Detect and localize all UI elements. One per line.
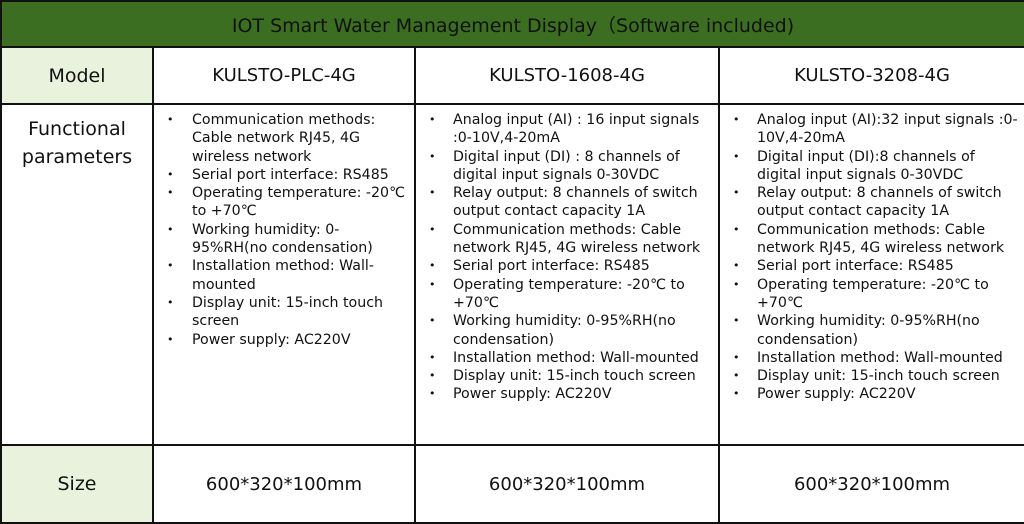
param-item: Serial port interface: RS485 — [154, 166, 410, 185]
param-item: Serial port interface: RS485 — [720, 257, 1020, 276]
param-item: Serial port interface: RS485 — [416, 257, 714, 276]
param-item: Relay output: 8 channels of switch outpu… — [720, 184, 1020, 221]
title-row: IOT Smart Water Management Display（Softw… — [0, 0, 1024, 48]
param-item: Installation method: Wall-mounted — [154, 257, 410, 294]
param-item: Operating temperature: -20℃ to +70℃ — [154, 184, 410, 221]
param-item: Digital input (DI) : 8 channels of digit… — [416, 148, 714, 185]
param-item: Display unit: 15-inch touch screen — [154, 294, 410, 331]
size-row: Size 600*320*100mm 600*320*100mm 600*320… — [0, 444, 1024, 524]
params-cell-3: Analog input (AI):32 input signals :0-10… — [717, 103, 1024, 446]
params-cell-2: Analog input (AI) : 16 input signals :0-… — [414, 103, 720, 446]
param-item: Installation method: Wall-mounted — [720, 349, 1020, 368]
param-item: Power supply: AC220V — [154, 331, 410, 350]
param-item: Display unit: 15-inch touch screen — [416, 367, 714, 386]
functional-label-line2: parameters — [21, 146, 133, 168]
param-item: Installation method: Wall-mounted — [416, 349, 714, 368]
size-label: Size — [0, 444, 154, 524]
params-list-1: Communication methods: Cable network RJ4… — [154, 105, 414, 349]
model-name-2: KULSTO-1608-4G — [414, 46, 720, 105]
param-item: Communication methods: Cable network RJ4… — [720, 221, 1020, 258]
param-item: Analog input (AI) : 16 input signals :0-… — [416, 111, 714, 148]
param-item: Operating temperature: -20℃ to +70℃ — [720, 276, 1020, 313]
param-item: Relay output: 8 channels of switch outpu… — [416, 184, 714, 221]
functional-label: Functional parameters — [0, 103, 154, 446]
param-item: Communication methods: Cable network RJ4… — [416, 221, 714, 258]
params-list-3: Analog input (AI):32 input signals :0-10… — [720, 105, 1024, 404]
size-value-3: 600*320*100mm — [717, 444, 1024, 524]
functional-row: Functional parameters Communication meth… — [0, 103, 1024, 446]
param-item: Power supply: AC220V — [416, 385, 714, 404]
param-item: Working humidity: 0-95%RH(no condensatio… — [154, 221, 410, 258]
param-item: Working humidity: 0-95%RH(no condensatio… — [720, 312, 1020, 349]
params-cell-1: Communication methods: Cable network RJ4… — [152, 103, 416, 446]
functional-label-line1: Functional — [28, 118, 126, 140]
param-item: Power supply: AC220V — [720, 385, 1020, 404]
model-name-1: KULSTO-PLC-4G — [152, 46, 416, 105]
model-row: Model KULSTO-PLC-4G KULSTO-1608-4G KULST… — [0, 46, 1024, 105]
param-item: Communication methods: Cable network RJ4… — [154, 111, 410, 166]
param-item: Analog input (AI):32 input signals :0-10… — [720, 111, 1020, 148]
model-label: Model — [0, 46, 154, 105]
model-name-3: KULSTO-3208-4G — [717, 46, 1024, 105]
param-item: Working humidity: 0-95%RH(no condensatio… — [416, 312, 714, 349]
param-item: Display unit: 15-inch touch screen — [720, 367, 1020, 386]
param-item: Operating temperature: -20℃ to +70℃ — [416, 276, 714, 313]
size-value-1: 600*320*100mm — [152, 444, 416, 524]
param-item: Digital input (DI):8 channels of digital… — [720, 148, 1020, 185]
table-title: IOT Smart Water Management Display（Softw… — [0, 0, 1024, 48]
size-value-2: 600*320*100mm — [414, 444, 720, 524]
params-list-2: Analog input (AI) : 16 input signals :0-… — [416, 105, 718, 404]
